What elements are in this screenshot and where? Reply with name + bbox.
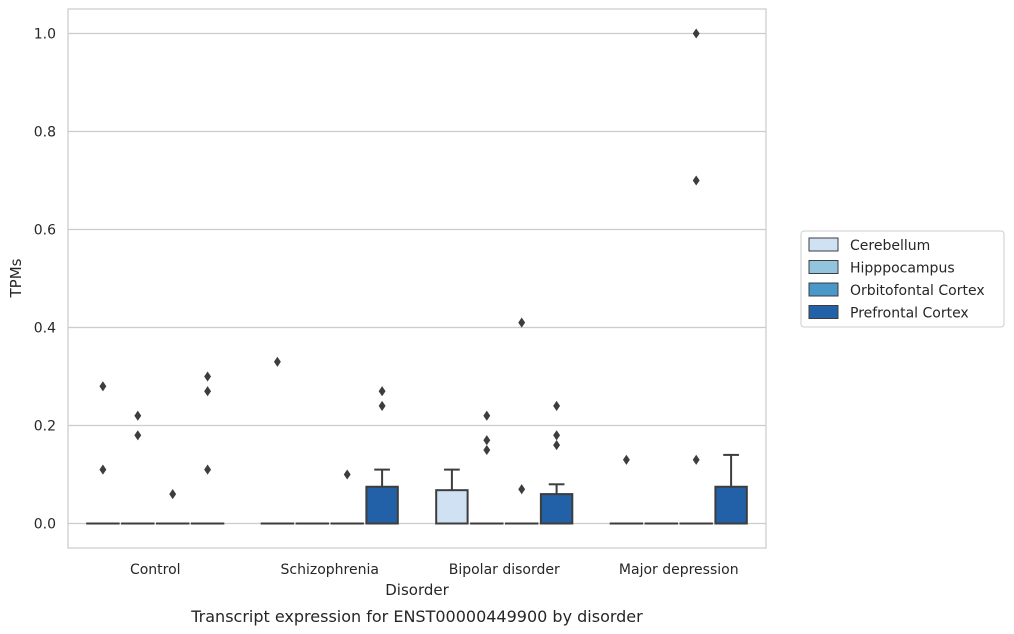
- outlier-point: [483, 444, 491, 456]
- outlier-point: [483, 410, 491, 421]
- legend-label: Prefrontal Cortex: [850, 306, 969, 322]
- outlier-point: [692, 454, 700, 465]
- legend-swatch: [808, 305, 839, 319]
- y-axis-label: TPMs: [7, 258, 25, 298]
- box-prefrontal-cortex: [539, 483, 574, 525]
- outlier-point: [169, 489, 177, 500]
- y-tick-label: 0.2: [34, 419, 56, 435]
- outlier-point: [378, 386, 386, 397]
- legend-swatch: [808, 282, 839, 297]
- boxes: [86, 453, 748, 525]
- chart-title: Transcript expression for ENST0000044990…: [190, 607, 643, 626]
- outlier-point: [204, 386, 212, 397]
- legend-swatch: [808, 237, 839, 252]
- outlier-point: [518, 317, 526, 328]
- outlier-point: [204, 371, 212, 382]
- outlier-point: [134, 430, 142, 441]
- x-tick-label: Control: [130, 562, 181, 578]
- box-body: [365, 485, 399, 525]
- outliers: [99, 28, 700, 500]
- x-tick-label: Schizophrenia: [281, 562, 379, 578]
- outlier-point: [99, 464, 107, 475]
- outlier-point: [343, 469, 351, 480]
- outlier-point: [378, 400, 386, 411]
- box-prefrontal-cortex: [714, 453, 748, 525]
- outlier-point: [692, 175, 700, 186]
- legend-swatch: [808, 260, 839, 274]
- box-body: [714, 485, 748, 525]
- box-body: [539, 493, 574, 525]
- y-tick-label: 0.6: [34, 223, 56, 239]
- legend: Cerebellum Hipppocampus Orbitofontal Corte…: [800, 230, 1005, 328]
- outlier-point: [518, 484, 526, 495]
- plot-frame: [67, 8, 767, 549]
- x-tick-label: Bipolar disorder: [449, 562, 560, 578]
- outlier-point: [622, 454, 630, 465]
- box-prefrontal-cortex: [365, 468, 399, 525]
- box-body: [435, 489, 469, 525]
- outlier-point: [692, 28, 700, 39]
- x-tick-label: Major depression: [619, 562, 739, 578]
- outlier-point: [553, 400, 561, 411]
- legend-frame: [800, 230, 1005, 328]
- outlier-point: [134, 410, 142, 421]
- outlier-point: [553, 430, 561, 441]
- box-cerebellum: [435, 468, 469, 525]
- outlier-point: [273, 356, 281, 367]
- x-axis-label: Disorder: [385, 581, 449, 599]
- y-tick-label: 0.0: [34, 517, 56, 533]
- y-tick-label: 1.0: [34, 27, 56, 43]
- legend-label: Orbitofontal Cortex: [850, 283, 985, 299]
- outlier-point: [483, 435, 491, 446]
- legend-label: Cerebellum: [850, 238, 930, 254]
- y-tick-labels: 0.0 0.2 0.4 0.6 0.8 1.0: [34, 27, 56, 533]
- y-tick-label: 0.8: [34, 125, 56, 141]
- legend-label: Hipppocampus: [850, 261, 955, 277]
- outlier-point: [99, 381, 107, 392]
- x-tick-labels: Control Schizophrenia Bipolar disorder Majo…: [130, 562, 739, 578]
- y-tick-label: 0.4: [34, 321, 56, 337]
- outlier-point: [204, 464, 212, 475]
- outlier-point: [553, 440, 561, 451]
